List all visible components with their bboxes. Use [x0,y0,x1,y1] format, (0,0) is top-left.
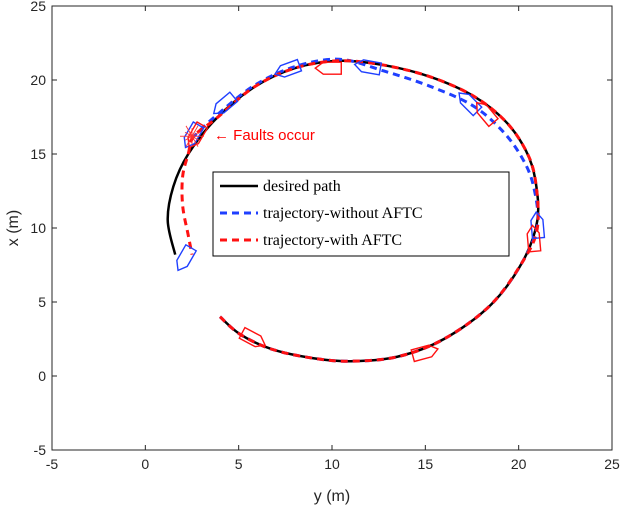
fault-burst-ray [184,131,193,137]
vehicle-marker-without-aftc [176,243,198,272]
series-with-aftc [180,59,540,363]
x-tick-labels: -5 0 5 10 15 20 25 [46,456,620,472]
x-tick-label: 25 [604,456,620,472]
fault-annotation: ← Faults occur [180,125,315,147]
fault-annotation-text: ← Faults occur [214,127,315,144]
fault-burst-ray [191,125,199,137]
vehicle-markers [176,58,546,363]
fault-burst-ray [191,131,200,137]
fault-burst-icon [180,125,204,147]
legend-label-with-aftc: trajectory-with AFTC [263,232,402,249]
fault-burst-ray [185,125,193,137]
fault-burst-ray [184,135,193,141]
series-layer [166,57,540,363]
legend-label-without-aftc: trajectory-without AFTC [263,205,423,222]
y-tick-label: 5 [38,294,46,310]
vehicle-marker-without-aftc [273,58,303,78]
fault-burst-ray [191,135,200,141]
y-tick-label: 20 [30,72,46,88]
legend-box [212,171,510,257]
y-tick-labels: -5 0 5 10 15 20 25 [30,0,46,458]
fault-burst-ray [191,136,199,147]
x-axis-label: y (m) [314,488,350,505]
vehicle-marker-without-aftc [530,210,546,240]
vehicle-marker-with-aftc [475,101,500,128]
x-tick-label: 15 [418,456,434,472]
vehicle-marker-without-aftc [458,92,483,117]
y-axis-label: x (m) [5,210,22,246]
vehicle-marker-with-aftc [526,224,542,253]
plot-frame [51,5,613,451]
vehicle-marker-with-aftc [238,326,267,348]
y-tick-label: -5 [34,442,47,458]
fault-burst-ray [185,136,193,147]
x-tick-label: -5 [46,456,59,472]
x-tick-label: 5 [235,456,243,472]
y-tick-label: 0 [38,368,46,384]
vehicle-marker-without-aftc [353,59,383,76]
legend: desired path trajectory-without AFTC tra… [212,171,510,257]
legend-label-desired: desired path [263,178,341,195]
vehicle-marker-without-aftc [212,91,239,115]
y-tick-label: 25 [30,0,46,14]
x-tick-label: 10 [324,456,340,472]
y-tick-label: 15 [30,146,46,162]
vehicle-marker-with-aftc [314,61,342,75]
y-tick-label: 10 [30,220,46,236]
vehicle-marker-with-aftc [410,344,440,363]
x-tick-label: 0 [141,456,149,472]
x-tick-label: 20 [511,456,527,472]
vehicle-marker-without-aftc [183,121,205,149]
